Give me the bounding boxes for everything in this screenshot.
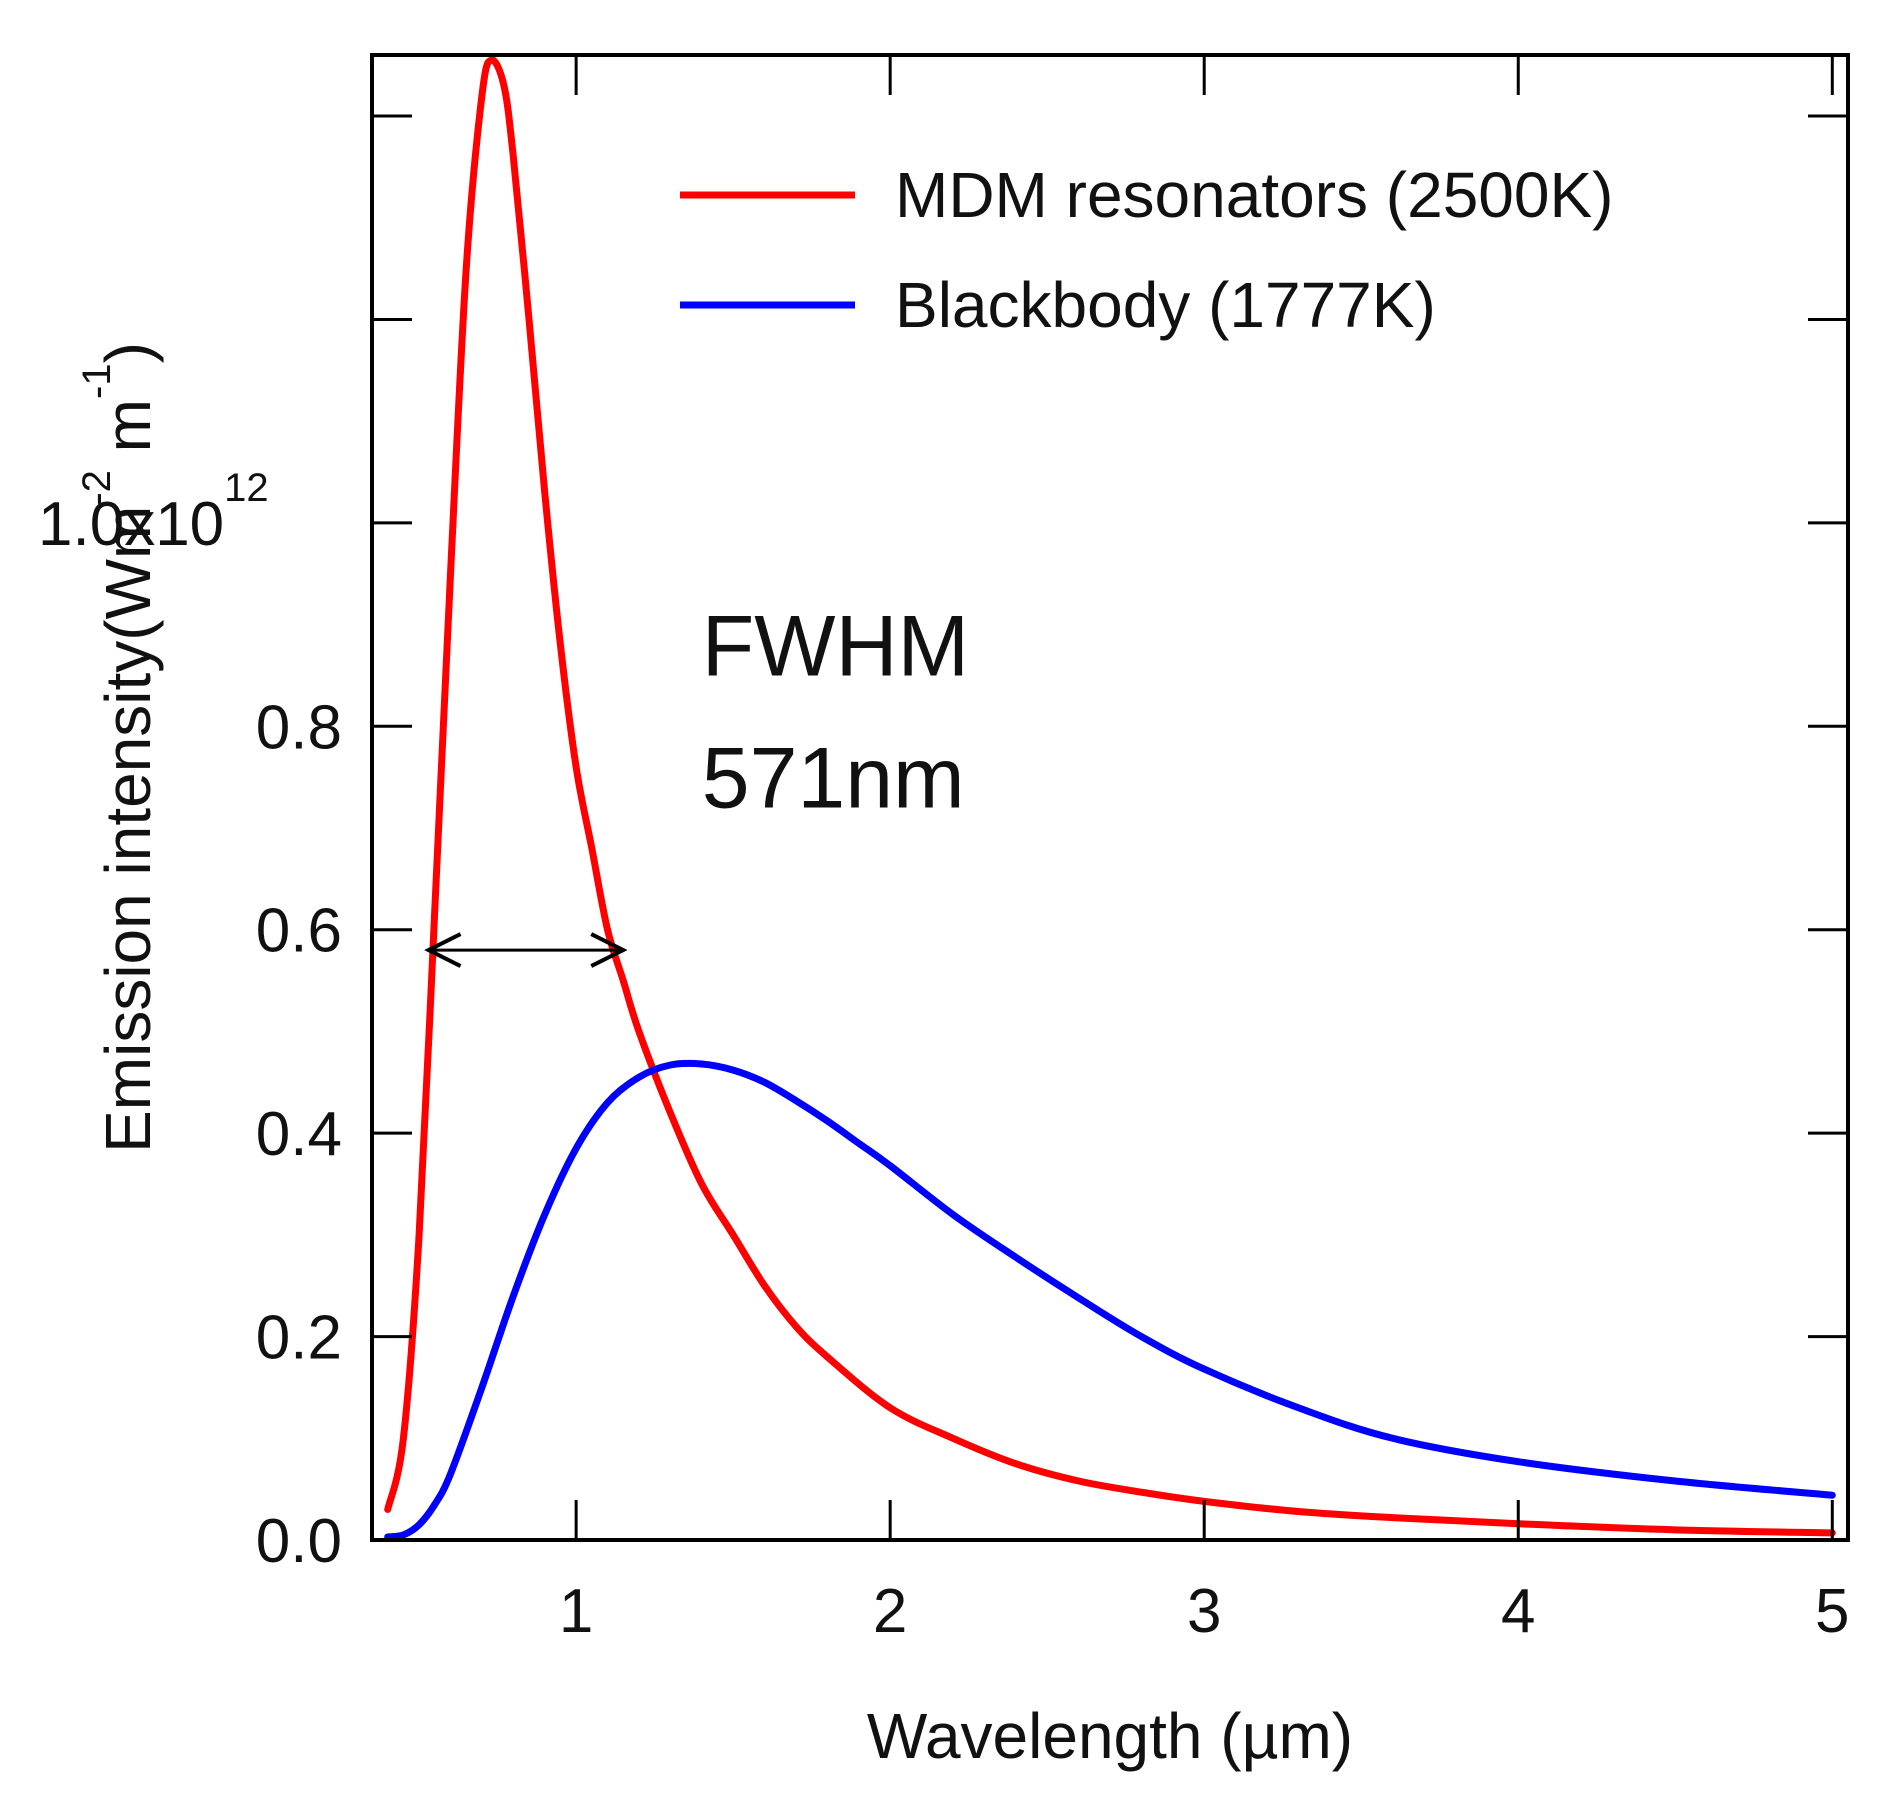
y-scale-label: 1.0x1012 <box>38 466 269 559</box>
y-tick-label: 0.6 <box>256 897 342 966</box>
annotation-width: 571nm <box>702 731 965 827</box>
legend-label: Blackbody (1777K) <box>895 269 1436 341</box>
y-tick-label: 0.8 <box>256 693 342 762</box>
x-tick-label: 3 <box>1187 1577 1221 1646</box>
x-tick-label: 4 <box>1501 1577 1535 1646</box>
y-axis-label: Emission intensity(Wm-2 m-1) <box>75 342 164 1153</box>
x-tick-label: 1 <box>559 1577 593 1646</box>
y-tick-label: 0.0 <box>256 1507 342 1576</box>
x-axis-label: Wavelength (µm) <box>867 1700 1353 1772</box>
series-line-blackbody <box>384 1059 1836 1541</box>
series-line-mdm <box>384 56 1836 1537</box>
y-tick-label: 0.4 <box>256 1100 342 1169</box>
y-tick-label: 0.2 <box>256 1304 342 1373</box>
x-tick-label: 2 <box>873 1577 907 1646</box>
plot-frame <box>370 53 1850 1542</box>
x-tick-label: 5 <box>1815 1577 1849 1646</box>
legend-label: MDM resonators (2500K) <box>895 159 1613 231</box>
annotation-fwhm: FWHM <box>702 598 969 694</box>
